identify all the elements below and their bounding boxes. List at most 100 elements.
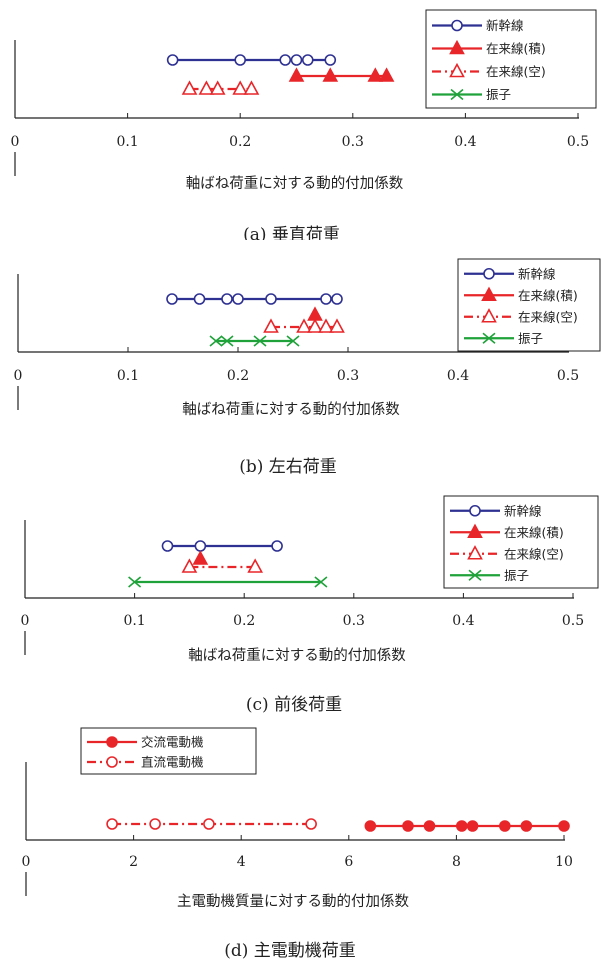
data-point: [364, 820, 377, 832]
x-tick-label: 0.3: [342, 134, 364, 150]
x-tick-label: 0: [11, 134, 20, 150]
data-point: [243, 80, 260, 95]
data-point: [499, 820, 511, 832]
legend-marker: [469, 504, 481, 517]
x-tick-label: 0.2: [233, 613, 255, 629]
x-tick-label: 6: [344, 854, 353, 870]
legend-label: 在来線(積): [518, 288, 578, 303]
chart-b-svg: 0 0.1 0.2 0.3 0.4 0.5 軸ばね荷重に対する動的付加係数 (b) 左右荷重 新…: [14, 258, 601, 477]
series-conv_loaded: [307, 306, 323, 321]
data-point: [318, 318, 334, 333]
data-point: [402, 820, 414, 832]
series-shinkansen: [166, 293, 343, 305]
x-tick-label: 0.4: [452, 613, 474, 629]
data-point: [149, 818, 161, 830]
data-point: [203, 818, 215, 830]
data-point: [423, 820, 436, 832]
data-point: [301, 54, 314, 66]
x-tick-label: 0.4: [454, 134, 476, 150]
series-ac_motor: [364, 820, 570, 832]
legend-label: 在来線(空): [518, 309, 578, 324]
x-axis-title: 軸ばね荷重に対する動的付加係数: [188, 647, 406, 664]
data-point: [181, 558, 198, 573]
x-tick-label: 0.4: [447, 368, 469, 384]
data-point: [322, 67, 339, 82]
x-tick-label: 0: [21, 613, 30, 629]
legend-label: 振子: [518, 331, 543, 346]
legend-label: 在来線(空): [504, 546, 564, 561]
data-point: [296, 318, 312, 333]
panel-caption: (b) 左右荷重: [239, 457, 337, 477]
legend-label: 新幹線: [504, 503, 542, 518]
series-conv_loaded: [192, 550, 209, 565]
data-point: [209, 335, 223, 347]
data-point: [367, 67, 384, 82]
x-tick-label: 0: [14, 368, 23, 384]
x-tick-label: 0.2: [229, 134, 251, 150]
x-tick-label: 2: [129, 854, 138, 870]
panel-caption: (d) 主電動機荷重: [224, 941, 356, 961]
x-axis-title: 軸ばね荷重に対する動的付加係数: [186, 175, 404, 192]
chart-panel-c: 0 0.1 0.2 0.3 0.4 0.5 軸ばね荷重に対する動的付加係数 (c) 前後荷重 新…: [0, 495, 604, 720]
legend-marker: [467, 523, 483, 539]
data-point: [234, 54, 246, 66]
x-tick-label: 0.1: [116, 134, 138, 150]
data-point: [194, 540, 207, 552]
data-point: [286, 335, 300, 347]
legend-marker: [468, 569, 482, 581]
data-point: [329, 318, 345, 333]
chart-a-svg: 0 0.1 0.2 0.3 0.4 0.5 軸ばね荷重に対する動的付加係数 (a) 垂直荷重 新…: [11, 9, 597, 240]
data-point: [247, 558, 264, 573]
x-tick-label: 0.1: [117, 368, 139, 384]
data-point: [232, 80, 249, 95]
series-dc_motor: [106, 818, 317, 830]
legend-label: 振子: [486, 87, 511, 102]
data-point: [263, 318, 279, 333]
series-pendulum: [128, 576, 328, 588]
legend-label: 新幹線: [518, 266, 556, 281]
series-shinkansen: [161, 540, 283, 552]
x-tick-label: 0.3: [343, 613, 365, 629]
x-tick-label: 0: [22, 854, 31, 870]
data-point: [455, 820, 468, 832]
legend-marker: [449, 39, 465, 55]
data-point: [265, 293, 277, 305]
data-point: [320, 293, 332, 305]
chart-d-svg: 0 2 4 6 8 10 主電動機質量に対する動的付加係数 (d) 主電動機荷重 交流電動機直流…: [22, 727, 573, 961]
data-point: [209, 80, 226, 95]
legend-marker: [467, 545, 483, 560]
legend-label: 交流電動機: [141, 735, 204, 750]
data-point: [166, 54, 179, 66]
data-point: [520, 820, 533, 832]
data-point: [279, 54, 292, 66]
data-point: [271, 540, 283, 552]
data-point: [305, 818, 317, 830]
chart-panel-b: 0 0.1 0.2 0.3 0.4 0.5 軸ばね荷重に対する動的付加係数 (b) 左右荷重 新…: [0, 252, 604, 487]
series-conv_loaded: [288, 67, 395, 82]
series-shinkansen: [166, 54, 337, 66]
data-point: [288, 67, 305, 82]
data-point: [466, 820, 479, 832]
legend-marker: [451, 19, 463, 32]
data-point: [166, 293, 178, 305]
legend-label: 直流電動機: [141, 755, 204, 770]
chart-c-svg: 0 0.1 0.2 0.3 0.4 0.5 軸ばね荷重に対する動的付加係数 (c) 前後荷重 新…: [21, 495, 599, 715]
series-conv_empty: [263, 318, 345, 333]
data-point: [106, 818, 118, 830]
legend-marker: [483, 267, 495, 280]
data-point: [221, 293, 233, 305]
data-point: [324, 54, 337, 66]
series-pendulum: [209, 335, 300, 347]
panel-caption: (c) 前後荷重: [246, 695, 342, 715]
x-tick-label: 0.5: [567, 134, 589, 150]
x-tick-label: 0.5: [557, 368, 579, 384]
data-point: [331, 293, 343, 305]
data-point: [558, 820, 570, 832]
data-point: [161, 540, 174, 552]
x-tick-label: 0.5: [562, 613, 584, 629]
series-conv_empty: [181, 80, 260, 95]
data-point: [378, 67, 395, 82]
